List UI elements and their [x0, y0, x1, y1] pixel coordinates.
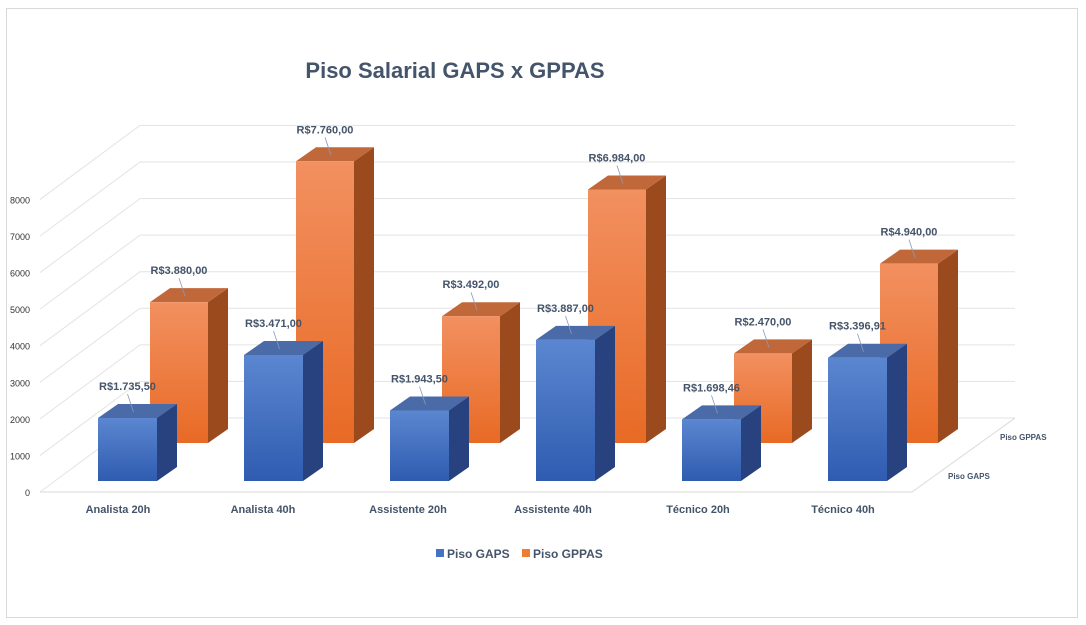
bar-side-face	[208, 288, 228, 443]
y-tick-label: 0	[25, 488, 30, 498]
bar-top-face	[296, 147, 374, 162]
data-label-leader	[273, 330, 280, 350]
data-label-leader	[127, 393, 134, 413]
bar-side-face	[449, 396, 469, 481]
bar-gaps	[244, 355, 303, 481]
chart-title: Piso Salarial GAPS x GPPAS	[305, 58, 604, 83]
gridline	[39, 234, 1015, 310]
gridline	[39, 124, 1015, 200]
legend-item: Piso GPPAS	[533, 547, 603, 561]
gridline	[39, 307, 1015, 383]
bar-top-face	[828, 343, 907, 358]
data-label-leader	[762, 329, 770, 348]
bar-top-face	[682, 405, 761, 420]
bar-gaps	[390, 410, 449, 481]
depth-axis-label: Piso GAPS	[948, 472, 990, 481]
data-label: R$4.940,00	[881, 227, 938, 239]
data-label: R$3.471,00	[245, 318, 302, 330]
gridline	[39, 198, 1015, 273]
gridline	[39, 344, 1015, 420]
bar-top-face	[98, 404, 177, 419]
data-label-leader	[857, 333, 864, 352]
data-label: R$3.880,00	[151, 265, 208, 277]
data-label: R$1.735,50	[99, 381, 156, 393]
bar-top-face	[244, 341, 323, 356]
data-label-leader	[419, 386, 426, 405]
bar-gaps	[536, 339, 595, 481]
data-label: R$3.492,00	[443, 279, 500, 291]
y-tick-label: 4000	[10, 342, 30, 352]
data-label: R$6.984,00	[589, 152, 646, 164]
legend-swatch	[522, 549, 530, 557]
bar-top-face	[880, 249, 958, 264]
bar-top-face	[734, 339, 812, 354]
x-tick-label: Assistente 20h	[369, 504, 447, 516]
bar-side-face	[646, 175, 666, 443]
bar-side-face	[595, 325, 615, 481]
y-tick-label: 5000	[10, 305, 30, 315]
data-label: R$2.470,00	[735, 316, 792, 328]
floor-edge	[40, 417, 1016, 493]
legend-item: Piso GAPS	[447, 547, 510, 561]
data-label-leader	[908, 239, 916, 258]
bar-side-face	[354, 147, 374, 443]
y-tick-label: 7000	[10, 232, 30, 242]
x-tick-label: Técnico 40h	[811, 504, 875, 516]
bar-side-face	[303, 341, 323, 481]
bar-gaps	[98, 418, 157, 481]
legend-swatch	[436, 549, 444, 557]
bar-side-face	[741, 405, 761, 481]
data-label: R$1.698,46	[683, 382, 740, 394]
data-label: R$7.760,00	[297, 124, 354, 136]
data-label: R$3.887,00	[537, 303, 594, 315]
data-label: R$3.396,91	[829, 321, 886, 333]
bar-top-face	[150, 288, 228, 303]
y-tick-label: 3000	[10, 378, 30, 388]
x-tick-label: Analista 40h	[231, 504, 296, 516]
data-label: R$1.943,50	[391, 373, 448, 385]
chart-frame	[6, 8, 1078, 618]
depth-axis-label: Piso GPPAS	[1000, 433, 1047, 442]
x-tick-label: Assistente 40h	[514, 504, 592, 516]
data-label-leader	[565, 315, 572, 335]
bar-side-face	[157, 404, 177, 481]
bar-side-face	[500, 302, 520, 443]
y-tick-label: 1000	[10, 451, 30, 461]
y-tick-label: 6000	[10, 269, 30, 279]
data-label-leader	[178, 278, 186, 297]
bar-side-face	[887, 343, 907, 481]
bar-top-face	[442, 302, 520, 317]
gridline	[39, 161, 1015, 237]
data-label-leader	[470, 292, 478, 311]
gridline	[39, 380, 1015, 456]
gridline	[39, 271, 1015, 347]
data-label-leader	[711, 395, 718, 414]
y-tick-label: 2000	[10, 415, 30, 425]
bar-side-face	[938, 249, 958, 443]
bar-top-face	[390, 396, 469, 411]
bar-top-face	[536, 325, 615, 340]
x-tick-label: Técnico 20h	[666, 504, 730, 516]
y-tick-label: 8000	[10, 195, 30, 205]
bar-gaps	[682, 419, 741, 481]
bar-side-face	[792, 339, 812, 443]
data-label-leader	[616, 165, 624, 184]
bar-gaps	[828, 357, 887, 481]
bar-top-face	[588, 175, 666, 190]
data-label-leader	[324, 137, 332, 156]
x-tick-label: Analista 20h	[86, 504, 151, 516]
